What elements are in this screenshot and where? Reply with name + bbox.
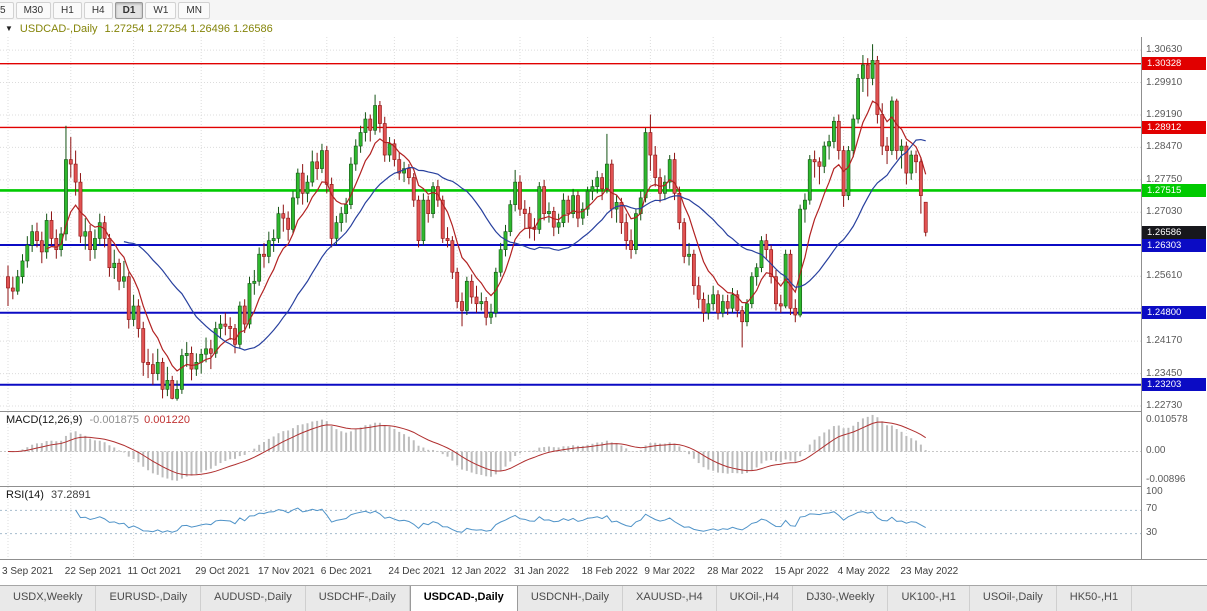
date-label: 12 Jan 2022 — [451, 566, 507, 577]
macd-indicator-label: MACD(12,26,9) -0.001875 0.001220 — [6, 414, 190, 426]
rsi-indicator-label: RSI(14) 37.2891 — [6, 489, 91, 501]
collapse-triangle-icon[interactable]: ▼ — [5, 24, 13, 33]
current-price-tag: 1.26586 — [1142, 225, 1206, 239]
date-label: 22 Sep 2021 — [64, 566, 122, 577]
date-label: 3 Sep 2021 — [2, 566, 54, 577]
date-label: 17 Nov 2021 — [257, 566, 315, 577]
chart-info-line: ▼ USDCAD-,Daily 1.27254 1.27254 1.26496 … — [0, 20, 1207, 37]
price-axis-label: 1.27750 — [1146, 173, 1183, 185]
price-axis-label: 1.29910 — [1146, 76, 1183, 88]
macd-panel[interactable] — [0, 411, 1141, 487]
macd-axis-label: -0.00896 — [1146, 474, 1186, 485]
chart-tab-audusd[interactable]: AUDUSD-,Daily — [201, 586, 306, 611]
chart-tab-usdx[interactable]: USDX,Weekly — [0, 586, 97, 611]
price-tag-1.30328: 1.30328 — [1142, 57, 1206, 71]
timeframe-button-h1[interactable]: H1 — [53, 1, 82, 19]
macd-main-value: -0.001875 — [89, 414, 140, 426]
rsi-axis-label: 30 — [1146, 526, 1158, 538]
date-label: 15 Apr 2022 — [774, 566, 829, 577]
chart-tab-xauusd[interactable]: XAUUSD-,H4 — [623, 586, 717, 611]
main-price-panel[interactable] — [0, 37, 1141, 411]
ma-slow-line — [123, 138, 926, 351]
chart-ohlc-values: 1.27254 1.27254 1.26496 1.26586 — [104, 22, 273, 35]
price-axis-label: 1.24170 — [1146, 335, 1183, 347]
date-label: 18 Feb 2022 — [581, 566, 638, 577]
price-axis-label: 1.27030 — [1146, 206, 1183, 218]
timeframe-button-h4[interactable]: H4 — [83, 1, 113, 19]
chart-tab-eurusd[interactable]: EURUSD-,Daily — [96, 586, 202, 611]
date-label: 31 Jan 2022 — [513, 566, 570, 577]
chart-window[interactable]: ▼ USDCAD-,Daily 1.27254 1.27254 1.26496 … — [0, 20, 1207, 586]
date-label: 9 Mar 2022 — [644, 566, 695, 577]
chart-tab-uk100[interactable]: UK100-,H1 — [888, 586, 970, 611]
price-tag-1.28912: 1.28912 — [1142, 120, 1206, 134]
macd-name: MACD(12,26,9) — [6, 414, 83, 426]
timeframe-button-mn[interactable]: MN — [178, 1, 210, 19]
timeframe-toolbar: 5 M30 H1 H4 D1 W1 MN — [0, 0, 1207, 21]
price-tag-1.23203: 1.23203 — [1142, 378, 1206, 392]
price-axis-label: 1.29190 — [1146, 108, 1183, 120]
chart-tab-dj30[interactable]: DJ30-,Weekly — [793, 586, 889, 611]
chart-symbol-label: USDCAD-,Daily — [19, 22, 98, 35]
date-label: 11 Oct 2021 — [127, 566, 182, 577]
date-label: 24 Dec 2021 — [388, 566, 446, 577]
chart-tab-usdchf[interactable]: USDCHF-,Daily — [306, 586, 410, 611]
rsi-axis-label: 100 — [1146, 486, 1163, 497]
date-label: 29 Oct 2021 — [195, 566, 250, 577]
macd-signal-value: 0.001220 — [144, 414, 190, 426]
price-axis-label: 1.30630 — [1146, 44, 1183, 56]
chart-tab-usdcnh[interactable]: USDCNH-,Daily — [518, 586, 624, 611]
rsi-canvas[interactable] — [0, 487, 1141, 559]
macd-signal-line — [7, 421, 926, 476]
chart-tab-usdcad[interactable]: USDCAD-,Daily — [409, 586, 518, 611]
date-label: 23 May 2022 — [900, 566, 959, 577]
timeframe-button-m30[interactable]: M30 — [15, 1, 52, 19]
chart-tabs-bar: USDX,Weekly EURUSD-,Daily AUDUSD-,Daily USD… — [0, 585, 1207, 611]
timeframe-button-5[interactable]: 5 — [0, 1, 14, 19]
chart-tab-hk50[interactable]: HK50-,H1 — [1057, 586, 1133, 611]
date-label: 6 Dec 2021 — [320, 566, 372, 577]
ma-fast-line — [46, 100, 927, 372]
rsi-panel[interactable] — [0, 486, 1141, 560]
timeframe-button-d1[interactable]: D1 — [114, 1, 144, 19]
price-axis-label: 1.23450 — [1146, 367, 1183, 379]
rsi-axis-label: 70 — [1146, 503, 1158, 515]
price-axis-label: 1.28470 — [1146, 141, 1183, 153]
price-chart-canvas[interactable] — [0, 37, 1141, 411]
rsi-line — [75, 507, 926, 533]
date-label: 28 Mar 2022 — [707, 566, 764, 577]
price-axis-label: 1.25610 — [1146, 270, 1183, 282]
price-axis-label: 1.22730 — [1146, 400, 1183, 412]
chart-tab-usoil[interactable]: USOil-,Daily — [970, 586, 1057, 611]
macd-axis-label: 0.00 — [1146, 444, 1166, 456]
rsi-name: RSI(14) — [6, 489, 44, 501]
time-axis[interactable]: 3 Sep 2021 22 Sep 2021 11 Oct 2021 29 Oct 2… — [0, 559, 1207, 586]
chart-tab-ukoil[interactable]: UKOil-,H4 — [717, 586, 794, 611]
date-label: 4 May 2022 — [837, 566, 890, 577]
price-tag-1.24800: 1.24800 — [1142, 306, 1206, 320]
price-tag-1.27515: 1.27515 — [1142, 183, 1206, 197]
timeframe-button-w1[interactable]: W1 — [145, 1, 177, 19]
price-tag-1.26303: 1.26303 — [1142, 238, 1206, 252]
rsi-value: 37.2891 — [50, 489, 91, 501]
macd-axis-label: 0.010578 — [1146, 414, 1188, 425]
macd-canvas[interactable] — [0, 412, 1141, 486]
